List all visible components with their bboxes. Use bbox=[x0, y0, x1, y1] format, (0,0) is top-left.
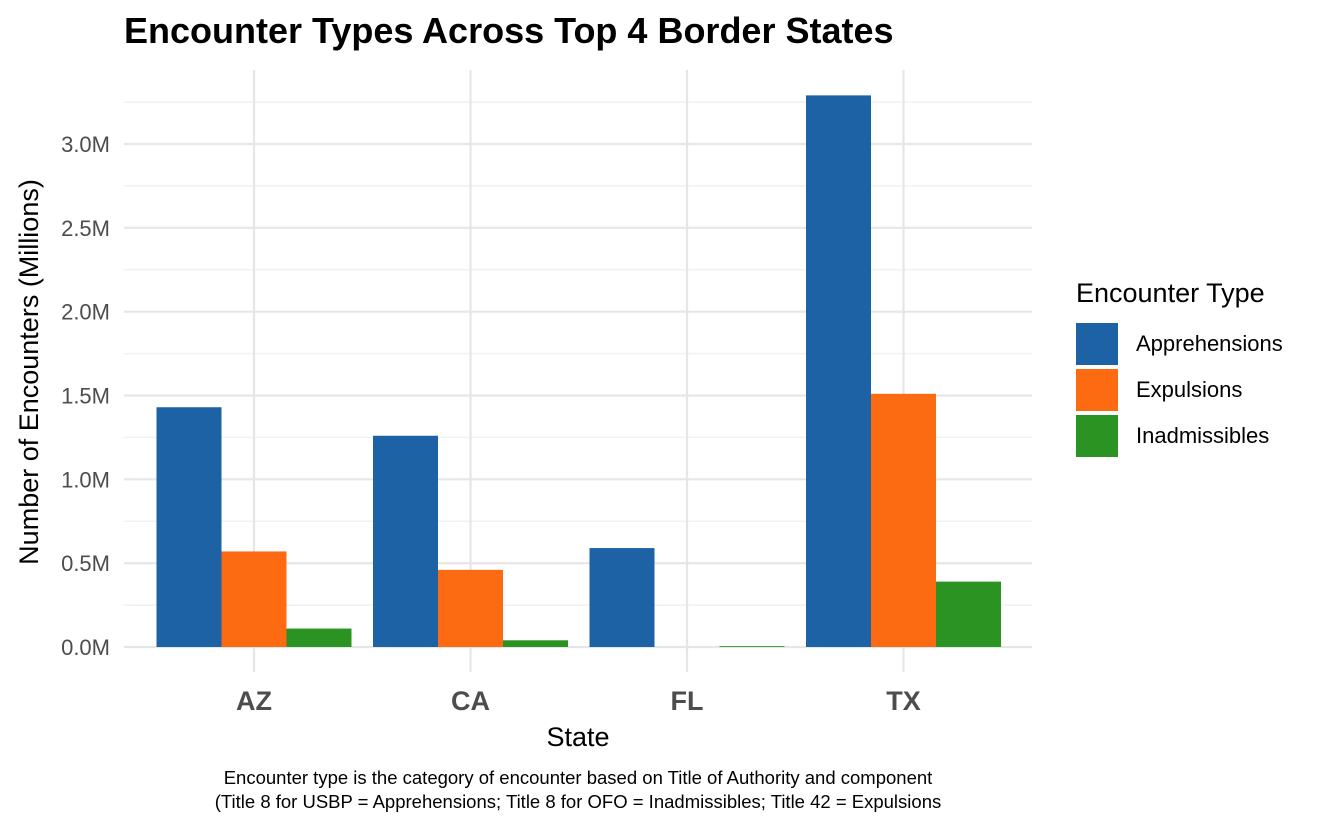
bar-az-apprehensions bbox=[156, 407, 222, 647]
y-tick-label: 0.0M bbox=[61, 635, 110, 660]
bar-tx-expulsions bbox=[871, 393, 936, 647]
bar-az-inadmissibles bbox=[286, 628, 352, 647]
bar-fl-apprehensions bbox=[589, 548, 655, 647]
legend-item-expulsions: Expulsions bbox=[1076, 367, 1283, 413]
bar-az-expulsions bbox=[221, 551, 287, 647]
legend-item-apprehensions: Apprehensions bbox=[1076, 321, 1283, 367]
legend-item-inadmissibles: Inadmissibles bbox=[1076, 413, 1283, 459]
bar-tx-apprehensions bbox=[806, 95, 871, 648]
y-tick-label: 1.0M bbox=[61, 467, 110, 492]
y-tick-label: 3.0M bbox=[61, 132, 110, 157]
bar-ca-inadmissibles bbox=[503, 640, 568, 647]
legend-label-expulsions: Expulsions bbox=[1136, 377, 1243, 402]
y-axis-title: Number of Encounters (Millions) bbox=[14, 179, 44, 565]
legend-label-inadmissibles: Inadmissibles bbox=[1136, 423, 1270, 448]
y-tick-label: 2.0M bbox=[61, 300, 110, 325]
y-tick-label: 2.5M bbox=[61, 216, 110, 241]
x-tick-label: AZ bbox=[236, 686, 272, 716]
caption-line-1: Encounter type is the category of encoun… bbox=[223, 767, 933, 788]
bar-fl-inadmissibles bbox=[719, 646, 785, 647]
legend-swatch-inadmissibles bbox=[1076, 415, 1118, 457]
x-tick-label: FL bbox=[671, 686, 704, 716]
caption-line-2: (Title 8 for USBP = Apprehensions; Title… bbox=[214, 791, 942, 812]
legend-title: Encounter Type bbox=[1076, 278, 1265, 308]
y-tick-label: 1.5M bbox=[61, 384, 110, 409]
x-tick-label: TX bbox=[886, 686, 921, 716]
chart-title: Encounter Types Across Top 4 Border Stat… bbox=[124, 10, 894, 51]
legend-swatch-expulsions bbox=[1076, 369, 1118, 411]
legend: Encounter Type Apprehensions Expulsions … bbox=[1076, 278, 1283, 459]
y-tick-label: 0.5M bbox=[61, 551, 110, 576]
legend-label-apprehensions: Apprehensions bbox=[1136, 331, 1283, 356]
bar-ca-apprehensions bbox=[373, 435, 438, 647]
axes: 0.0M 0.5M 1.0M 1.5M 2.0M 2.5M 3.0M AZ CA FL TX Stat… bbox=[14, 132, 921, 752]
x-tick-label: CA bbox=[451, 686, 490, 716]
bar-ca-expulsions bbox=[438, 569, 503, 647]
bars bbox=[156, 95, 1001, 648]
legend-swatch-apprehensions bbox=[1076, 323, 1118, 365]
x-axis-title: State bbox=[546, 722, 609, 752]
bar-tx-inadmissibles bbox=[936, 581, 1001, 647]
